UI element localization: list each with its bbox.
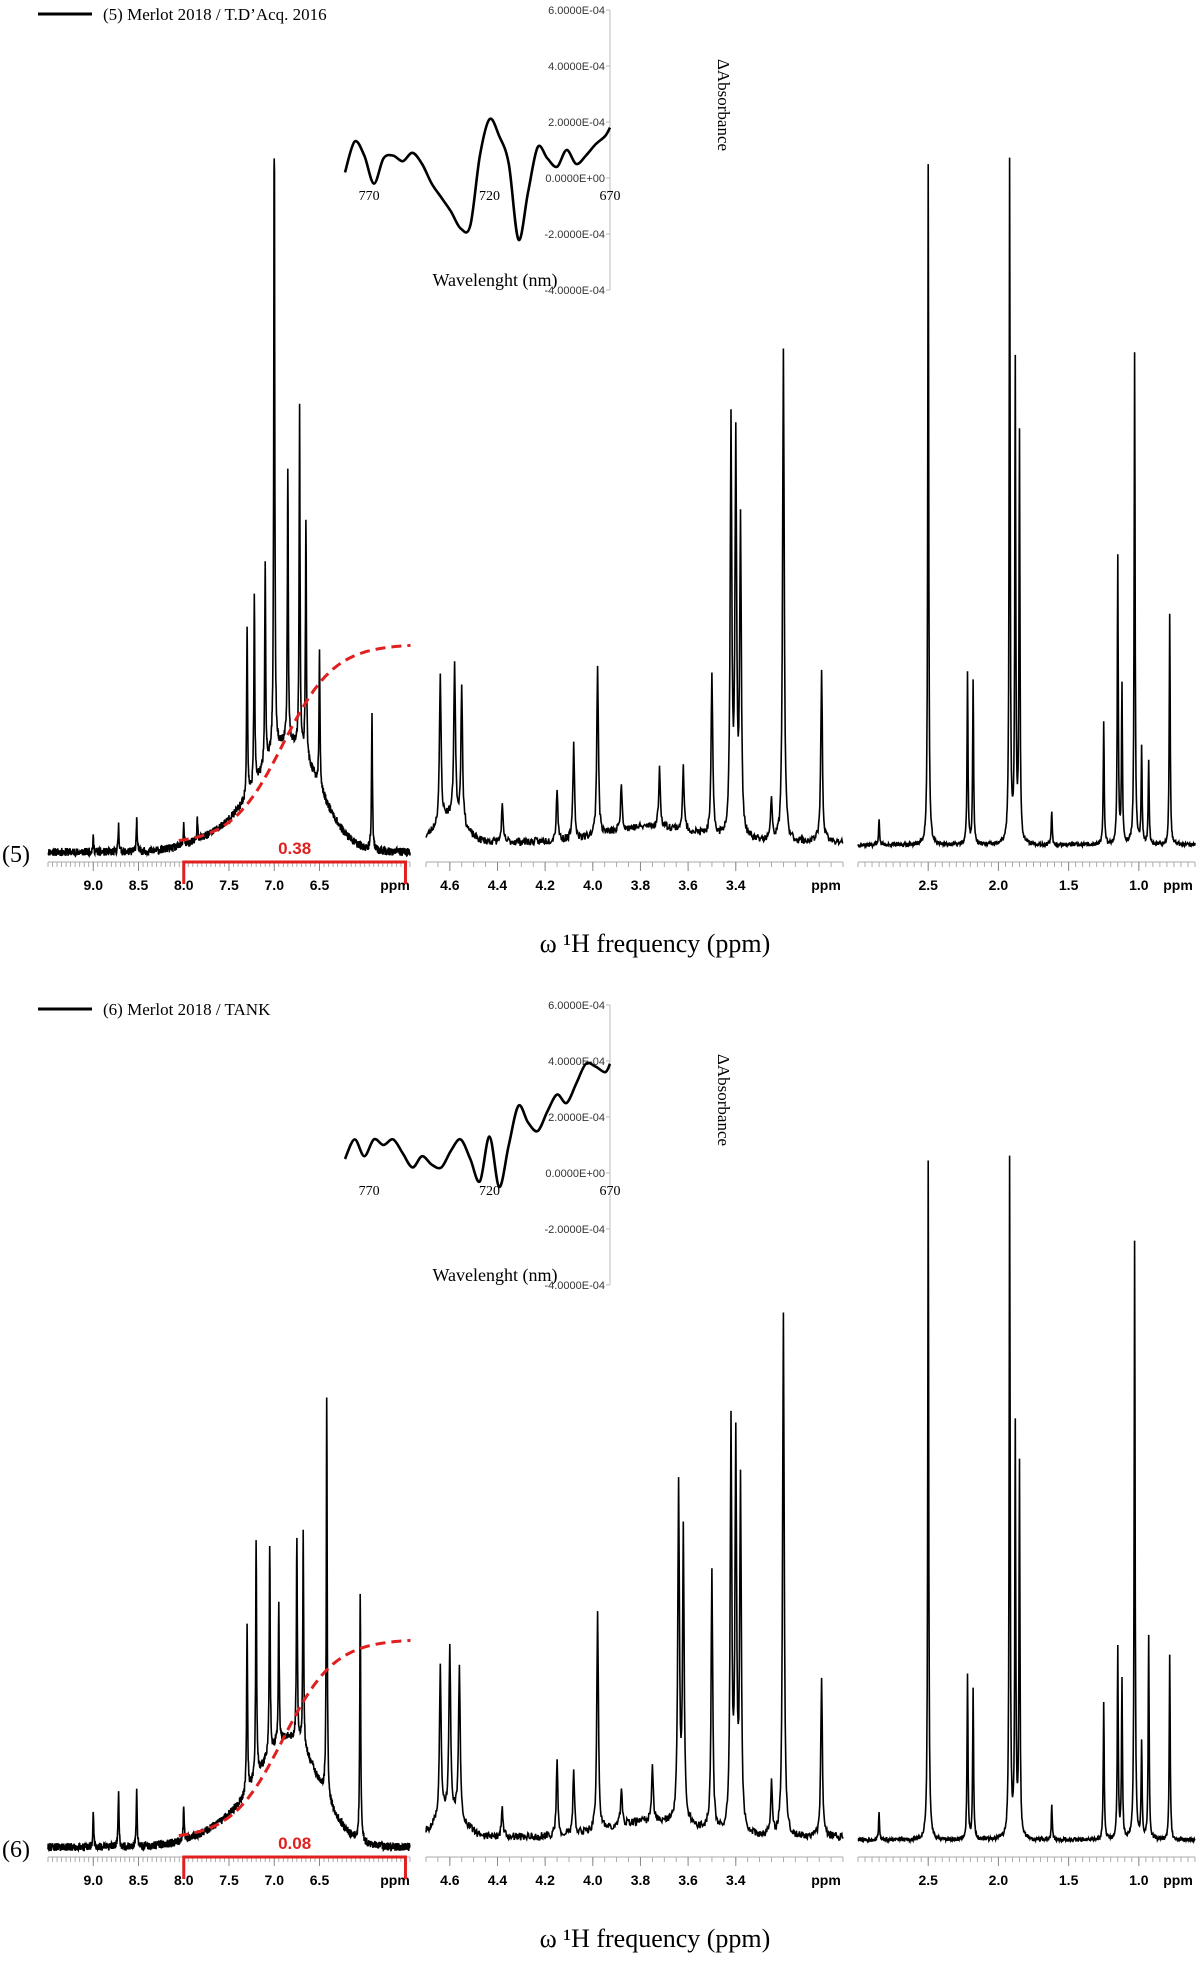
x-tick-label: 2.5 xyxy=(918,877,938,893)
inset-y-tick-label: 2.0000E-04 xyxy=(548,1112,605,1124)
x-tick-label: 4.2 xyxy=(535,877,555,893)
x-tick-label: 6.5 xyxy=(310,1872,330,1888)
x-tick-label: 2.0 xyxy=(989,1872,1009,1888)
legend-label: (6) Merlot 2018 / TANK xyxy=(103,1000,271,1019)
x-tick-label: 2.0 xyxy=(989,877,1009,893)
inset-x-tick-label: 670 xyxy=(600,1184,621,1199)
x-tick-label: 8.5 xyxy=(129,877,149,893)
mid-spectrum-line xyxy=(425,348,844,847)
x-tick-label: 3.4 xyxy=(726,1872,746,1888)
mid-spectrum-line xyxy=(425,1312,844,1842)
inset-plot: 6.0000E-044.0000E-042.0000E-040.0000E+00… xyxy=(343,1000,733,1292)
inset-y-tick-label: 6.0000E-04 xyxy=(548,1000,605,1012)
aromatic-spectrum-line xyxy=(47,158,411,859)
x-tick-label: 1.5 xyxy=(1059,1872,1079,1888)
inset-absorbance-line xyxy=(343,117,612,241)
aliphatic-spectrum-line xyxy=(857,157,1196,850)
panel-label: (5) xyxy=(2,842,30,868)
inset-y-tick-label: 0.0000E+00 xyxy=(545,1168,605,1180)
x-tick-label: 6.5 xyxy=(310,877,330,893)
inset-y-axis-title: ΔAbsorbance xyxy=(714,59,733,151)
inset-y-axis-title: ΔAbsorbance xyxy=(714,1054,733,1146)
nmr-panel-1: (6) Merlot 2018 / TANK 9.0 8.5 8.0 7.5 7.0 6.5… xyxy=(2,1000,1196,1953)
x-tick-label: 7.5 xyxy=(219,877,239,893)
x-axis-title: ω ¹H frequency (ppm) xyxy=(540,1924,771,1953)
x-tick-label: 3.4 xyxy=(726,877,746,893)
inset-x-tick-label: 770 xyxy=(359,189,380,204)
integral-bracket xyxy=(182,860,407,884)
inset-y-tick-label: -2.0000E-04 xyxy=(544,229,605,241)
inset-y-tick-label: 2.0000E-04 xyxy=(548,117,605,129)
inset-x-tick-label: 770 xyxy=(359,1184,380,1199)
x-tick-label: 7.5 xyxy=(219,1872,239,1888)
x-tick-label: 3.6 xyxy=(678,1872,698,1888)
integral-value: 0.38 xyxy=(278,839,311,858)
x-tick-label: 1.5 xyxy=(1059,877,1079,893)
x-tick-label: 4.0 xyxy=(583,877,603,893)
x-tick-label: 3.8 xyxy=(631,1872,651,1888)
x-tick-label: 1.0 xyxy=(1129,1872,1149,1888)
x-tick-label: 8.0 xyxy=(174,877,194,893)
x-tick-label: 9.0 xyxy=(84,1872,104,1888)
inset-y-tick-label: 4.0000E-04 xyxy=(548,61,605,73)
x-tick-label: 4.6 xyxy=(440,1872,460,1888)
legend-label: (5) Merlot 2018 / T.D’Acq. 2016 xyxy=(103,5,327,24)
inset-x-tick-label: 720 xyxy=(479,189,500,204)
integral-curve xyxy=(178,643,411,843)
inset-x-axis-title: Wavelenght (nm) xyxy=(432,270,557,291)
x-tick-label: 3.8 xyxy=(631,877,651,893)
x-tick-label: 7.0 xyxy=(265,1872,285,1888)
aromatic-spectrum-line xyxy=(47,1397,411,1853)
inset-x-axis-title: Wavelenght (nm) xyxy=(432,1265,557,1286)
inset-y-tick-label: -4.0000E-04 xyxy=(544,285,605,297)
x-unit-label: ppm xyxy=(1163,877,1193,893)
x-tick-label: 1.0 xyxy=(1129,877,1149,893)
x-tick-label: 4.2 xyxy=(535,1872,555,1888)
inset-x-tick-label: 670 xyxy=(600,189,621,204)
inset-y-tick-label: 6.0000E-04 xyxy=(548,5,605,17)
integral-bracket xyxy=(182,1855,407,1879)
inset-plot: 6.0000E-04 4.0000E-04 2.0000E-04 0.0000E+00… xyxy=(343,5,733,297)
x-unit-label: ppm xyxy=(1163,1872,1193,1888)
x-tick-label: 4.4 xyxy=(488,877,508,893)
x-tick-label: 9.0 xyxy=(84,877,104,893)
inset-x-tick-label: 720 xyxy=(479,1184,500,1199)
inset-y-tick-label: -2.0000E-04 xyxy=(544,1224,605,1236)
x-axis-title: ω ¹H frequency (ppm) xyxy=(540,929,771,958)
inset-absorbance-line xyxy=(343,1061,612,1189)
x-tick-label: 3.6 xyxy=(678,877,698,893)
inset-y-tick-label: -4.0000E-04 xyxy=(544,1280,605,1292)
x-tick-label: 8.0 xyxy=(174,1872,194,1888)
panel-label: (6) xyxy=(2,1837,30,1863)
x-unit-label: ppm xyxy=(380,877,410,893)
x-tick-label: 4.0 xyxy=(583,1872,603,1888)
x-tick-label: 7.0 xyxy=(265,877,285,893)
x-unit-label: ppm xyxy=(811,1872,841,1888)
x-unit-label: ppm xyxy=(811,877,841,893)
x-tick-label: 2.5 xyxy=(918,1872,938,1888)
integral-curve xyxy=(178,1638,411,1838)
x-unit-label: ppm xyxy=(380,1872,410,1888)
x-tick-label: 8.5 xyxy=(129,1872,149,1888)
integral-value: 0.08 xyxy=(278,1834,311,1853)
nmr-panel-0: (5) Merlot 2018 / T.D’Acq. 2016 9.0 8.5 8.0… xyxy=(2,5,1196,958)
aliphatic-spectrum-line xyxy=(857,1155,1196,1845)
x-tick-label: 4.4 xyxy=(488,1872,508,1888)
inset-y-tick-label: 0.0000E+00 xyxy=(545,173,605,185)
x-tick-label: 4.6 xyxy=(440,877,460,893)
